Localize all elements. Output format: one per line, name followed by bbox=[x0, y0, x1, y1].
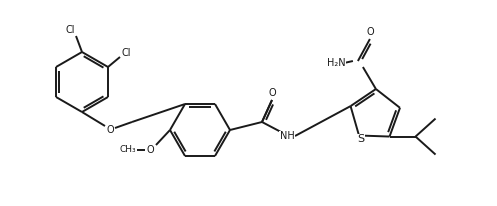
Text: Cl: Cl bbox=[65, 25, 75, 35]
Text: O: O bbox=[146, 145, 154, 155]
Text: O: O bbox=[268, 88, 276, 98]
Text: CH₃: CH₃ bbox=[120, 145, 136, 154]
Text: H₂N: H₂N bbox=[327, 58, 345, 68]
Text: NH: NH bbox=[280, 131, 294, 141]
Text: O: O bbox=[366, 27, 374, 37]
Text: S: S bbox=[357, 135, 365, 144]
Text: Cl: Cl bbox=[121, 48, 131, 58]
Text: O: O bbox=[106, 125, 114, 135]
